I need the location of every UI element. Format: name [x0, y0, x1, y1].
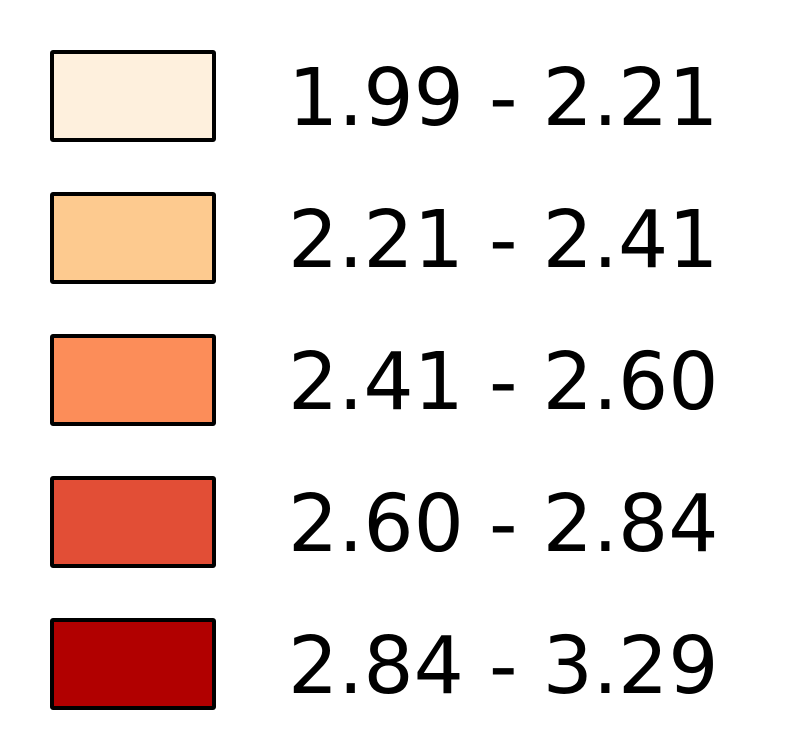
legend-label-4: 2.60 - 2.84: [288, 478, 719, 570]
legend-swatch-1: [50, 50, 216, 142]
legend-item-4: 2.60 - 2.84: [0, 474, 803, 574]
legend-label-5: 2.84 - 3.29: [288, 620, 719, 712]
legend-item-3: 2.41 - 2.60: [0, 332, 803, 432]
legend-swatch-4: [50, 476, 216, 568]
legend-item-5: 2.84 - 3.29: [0, 616, 803, 716]
legend-swatch-5: [50, 618, 216, 710]
legend-label-2: 2.21 - 2.41: [288, 194, 719, 286]
legend-swatch-2: [50, 192, 216, 284]
legend-item-1: 1.99 - 2.21: [0, 48, 803, 148]
legend-item-2: 2.21 - 2.41: [0, 190, 803, 290]
legend-label-1: 1.99 - 2.21: [288, 52, 719, 144]
legend-label-3: 2.41 - 2.60: [288, 336, 719, 428]
legend-swatch-3: [50, 334, 216, 426]
